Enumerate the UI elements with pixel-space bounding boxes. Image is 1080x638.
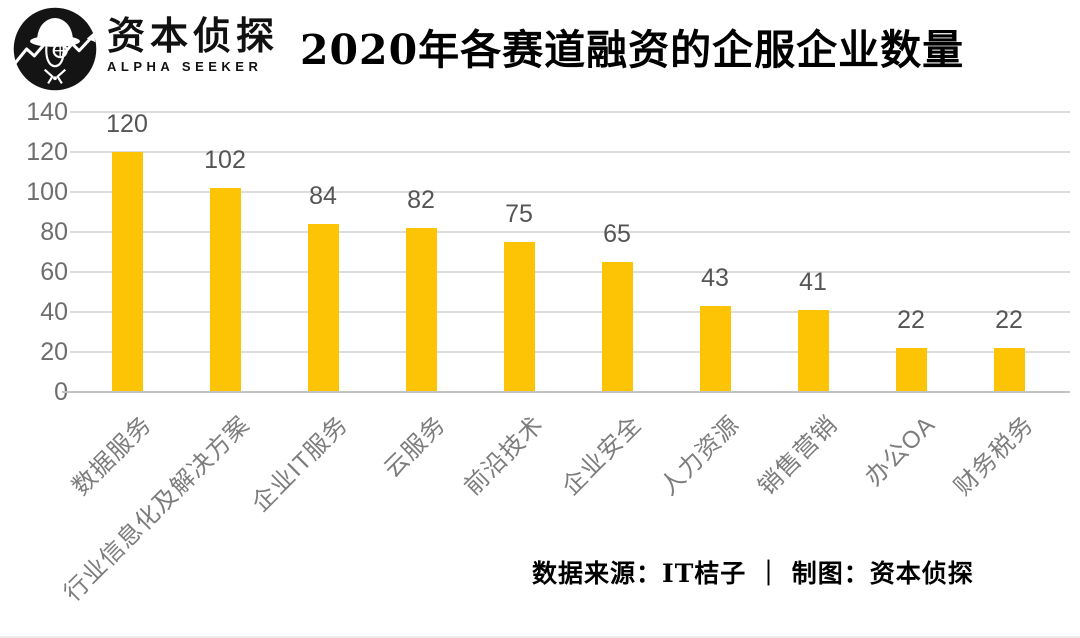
bar-value-label: 41 [799, 268, 827, 296]
bar-value-label: 102 [204, 146, 246, 174]
bar [307, 224, 339, 392]
x-axis-label-text: 数据服务 [67, 410, 158, 501]
y-axis-tick-label: 0 [0, 377, 68, 407]
gridline [70, 151, 1070, 153]
bar [895, 348, 927, 392]
y-axis-tick-label: 40 [40, 298, 68, 326]
y-axis-tick-label: 80 [40, 218, 68, 246]
bar [111, 152, 143, 392]
bar [601, 262, 633, 392]
source-caption: 数据来源：IT桔子 ｜ 制图：资本侦探 [532, 559, 974, 588]
bar-value-label: 120 [106, 110, 148, 138]
y-axis-tick-label: 140 [26, 98, 68, 126]
chart-title: 2020年各赛道融资的企服企业数量 [300, 26, 965, 74]
brand-name-en: ALPHA SEEKER [107, 59, 263, 74]
y-axis-tick-label: 120 [26, 138, 68, 166]
bar [699, 306, 731, 392]
bar-value-label: 22 [897, 306, 925, 334]
gridline [70, 351, 1070, 353]
brand-name-cn: 资本侦探 [107, 16, 280, 58]
x-axis-label-text: 行业信息化及解决方案 [59, 410, 256, 607]
bar-value-label: 22 [995, 306, 1023, 334]
bar [209, 188, 241, 392]
x-axis-label-text: 财务税务 [949, 410, 1040, 501]
bar-value-label: 82 [407, 186, 435, 214]
bar [503, 242, 535, 392]
bar-value-label: 43 [701, 264, 729, 292]
x-axis-label-text: 销售营销 [753, 410, 844, 501]
x-axis-line [62, 391, 1070, 393]
x-axis-label-text: 企业IT服务 [246, 410, 354, 518]
gridline [70, 271, 1070, 273]
x-axis-label-text: 人力资源 [655, 410, 746, 501]
bar-value-label: 65 [603, 220, 631, 248]
bar [797, 310, 829, 392]
y-axis-tick-label: 60 [40, 258, 68, 286]
x-axis-label-text: 前沿技术 [459, 410, 550, 501]
gridline [70, 311, 1070, 313]
brand-logo: 资本侦探 ALPHA SEEKER [107, 16, 279, 75]
x-axis-label-text: 云服务 [378, 410, 452, 484]
y-axis-tick-label: 20 [40, 338, 68, 366]
y-axis-tick-label: 100 [26, 178, 68, 206]
x-axis-label-text: 办公OA [860, 410, 942, 492]
gridline [70, 191, 1070, 193]
gridline [70, 111, 1070, 113]
bar-value-label: 75 [505, 200, 533, 228]
bar [405, 228, 437, 392]
x-axis-label-text: 企业安全 [557, 410, 648, 501]
detective-icon [13, 7, 97, 91]
bar-value-label: 84 [309, 182, 337, 210]
gridline [70, 231, 1070, 233]
bar [993, 348, 1025, 392]
